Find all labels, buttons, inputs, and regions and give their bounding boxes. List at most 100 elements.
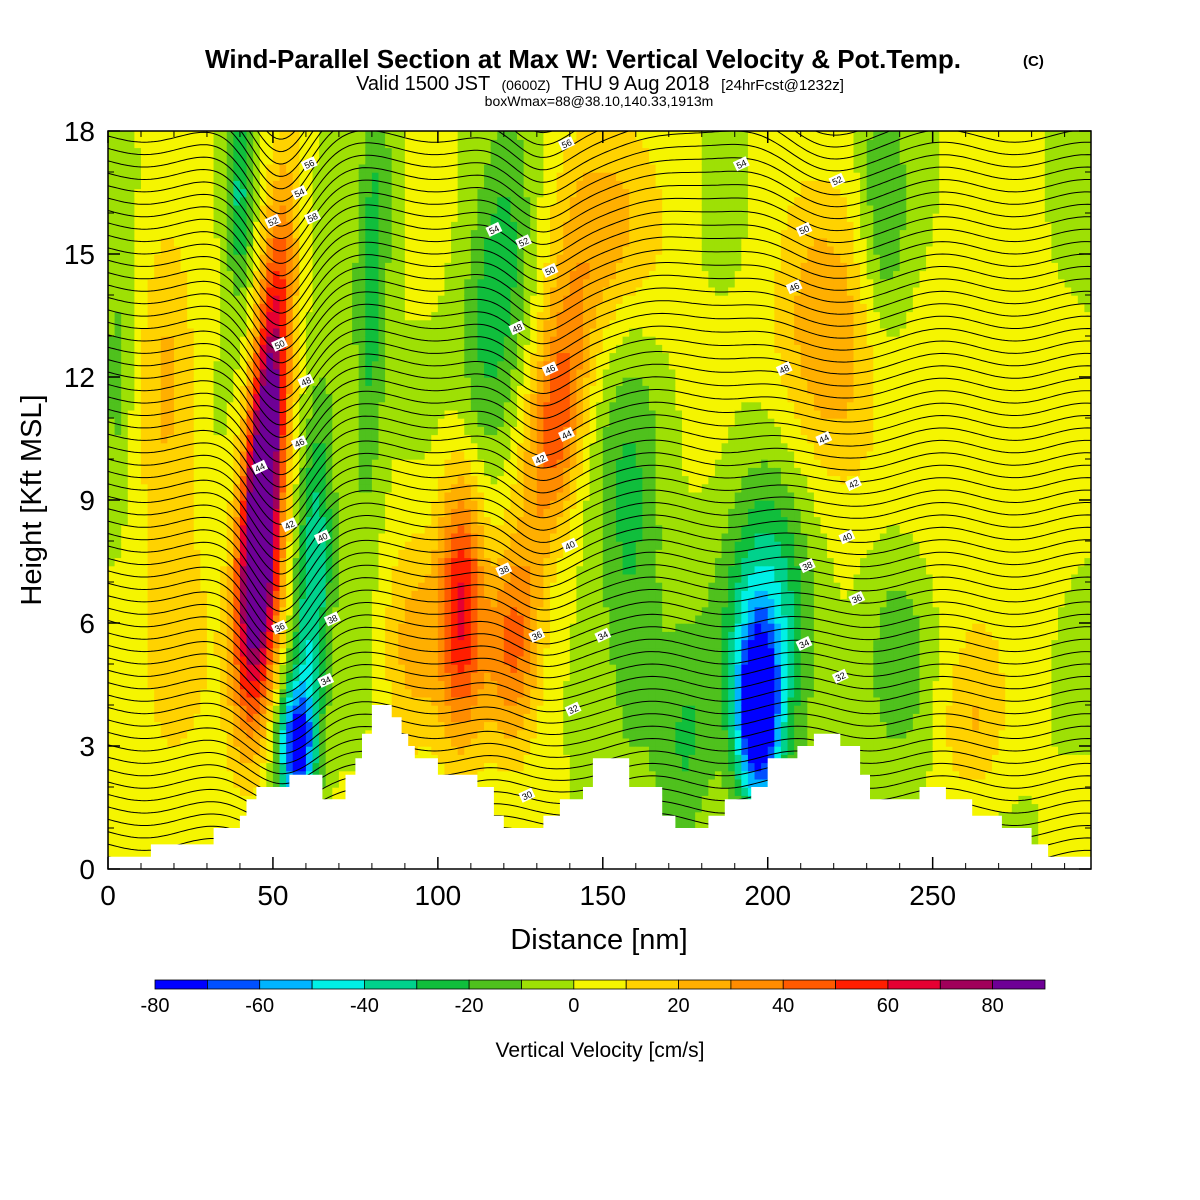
w-cell (451, 352, 459, 362)
w-cell (345, 450, 353, 460)
w-cell (305, 352, 314, 362)
w-cell (431, 147, 439, 157)
w-cell (457, 713, 465, 723)
w-cell (193, 360, 202, 370)
w-cell (226, 221, 235, 231)
w-cell (279, 483, 287, 493)
w-cell (305, 508, 314, 518)
w-cell (114, 385, 122, 395)
w-cell (365, 721, 373, 731)
w-cell (266, 163, 274, 173)
w-cell (371, 385, 380, 395)
w-cell (325, 491, 334, 501)
w-cell (193, 819, 202, 829)
w-cell (391, 295, 399, 304)
w-cell (272, 237, 281, 247)
w-cell (457, 705, 465, 714)
w-cell (233, 237, 241, 247)
w-cell (464, 721, 472, 731)
w-cell (457, 541, 465, 550)
w-cell (371, 680, 380, 690)
w-cell (319, 754, 327, 764)
w-cell (464, 664, 472, 673)
w-cell (299, 549, 307, 559)
w-cell (272, 418, 281, 427)
w-cell (140, 409, 149, 419)
w-cell (206, 590, 215, 600)
w-cell (272, 655, 281, 665)
w-cell (279, 163, 287, 173)
w-cell (187, 377, 195, 386)
w-cell (108, 664, 116, 673)
w-cell (140, 664, 149, 673)
w-cell (345, 598, 353, 608)
w-cell (451, 172, 459, 181)
w-cell (134, 442, 142, 452)
w-cell (220, 516, 228, 526)
w-cell (371, 278, 380, 288)
w-cell (259, 696, 268, 706)
w-cell (233, 811, 241, 821)
w-cell (464, 467, 472, 477)
w-cell (332, 754, 340, 764)
w-cell (338, 459, 347, 468)
w-cell (352, 442, 360, 452)
w-cell (154, 836, 162, 846)
w-cell (187, 483, 195, 493)
w-cell (378, 680, 386, 690)
w-cell (299, 409, 307, 419)
w-cell (239, 377, 248, 386)
w-cell (391, 418, 399, 427)
w-cell (239, 582, 248, 591)
w-cell (299, 180, 307, 190)
w-cell (193, 442, 202, 452)
w-cell (167, 721, 175, 731)
w-cell (114, 795, 122, 805)
w-cell (239, 303, 248, 313)
w-cell (464, 385, 472, 395)
w-cell (424, 713, 432, 723)
w-cell (114, 475, 122, 485)
w-cell (108, 467, 116, 477)
w-cell (418, 664, 426, 673)
w-cell (319, 500, 327, 509)
w-cell (305, 385, 314, 395)
w-cell (451, 221, 459, 231)
w-cell (279, 631, 287, 641)
w-cell (160, 450, 169, 460)
w-cell (312, 229, 320, 239)
w-cell (160, 393, 169, 403)
w-cell (167, 163, 175, 173)
w-cell (266, 393, 274, 403)
w-cell (200, 377, 208, 386)
w-cell (319, 303, 327, 313)
w-cell (365, 606, 373, 616)
w-cell (147, 459, 155, 468)
w-cell (451, 500, 459, 509)
w-cell (292, 705, 301, 714)
w-cell (352, 590, 360, 600)
w-cell (437, 549, 446, 559)
w-cell (431, 155, 439, 165)
w-cell (279, 393, 287, 403)
w-cell (464, 590, 472, 600)
w-cell (444, 401, 452, 411)
w-cell (134, 680, 142, 690)
w-cell (299, 680, 307, 690)
w-cell (451, 327, 459, 337)
w-cell (299, 360, 307, 370)
w-cell (319, 516, 327, 526)
w-cell (266, 336, 274, 345)
w-cell (127, 327, 136, 337)
w-cell (292, 598, 301, 608)
w-cell (437, 467, 446, 477)
w-cell (246, 147, 254, 157)
w-cell (127, 787, 136, 796)
w-cell (312, 401, 320, 411)
w-cell (246, 221, 254, 231)
w-cell (299, 311, 307, 321)
w-cell (233, 409, 241, 419)
w-cell (134, 762, 142, 772)
w-cell (147, 393, 155, 403)
w-cell (187, 532, 195, 542)
